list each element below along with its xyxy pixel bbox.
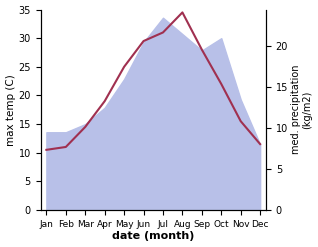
X-axis label: date (month): date (month) [112, 231, 194, 242]
Y-axis label: max temp (C): max temp (C) [5, 74, 16, 146]
Y-axis label: med. precipitation
(kg/m2): med. precipitation (kg/m2) [291, 65, 313, 155]
